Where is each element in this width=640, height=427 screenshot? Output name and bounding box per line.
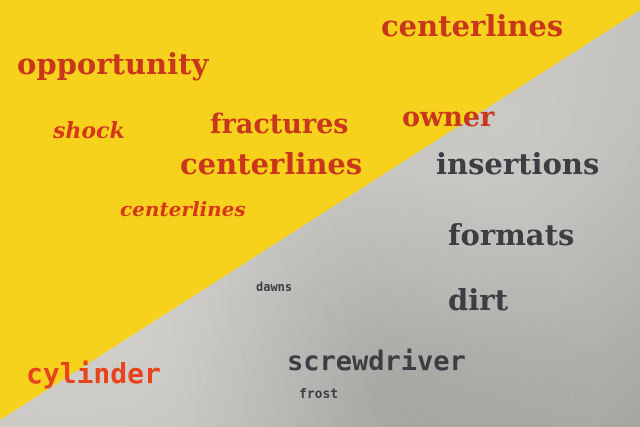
word-centerlines-top: centerlines <box>381 9 564 43</box>
word-insertions: insertions <box>436 147 600 181</box>
word-centerlines-script: centerlines <box>120 197 246 221</box>
word-centerlines-mid: centerlines <box>180 147 363 181</box>
word-dawns: dawns <box>256 280 293 294</box>
word-shock: shock <box>53 118 125 144</box>
word-owner: owner <box>402 102 495 133</box>
word-fractures: fractures <box>210 109 349 140</box>
word-formats: formats <box>448 218 575 252</box>
word-frost: frost <box>299 387 339 402</box>
word-screwdriver: screwdriver <box>287 346 466 377</box>
word-cylinder: cylinder <box>26 357 161 390</box>
word-dirt: dirt <box>448 283 508 317</box>
word-opportunity: opportunity <box>17 47 209 81</box>
